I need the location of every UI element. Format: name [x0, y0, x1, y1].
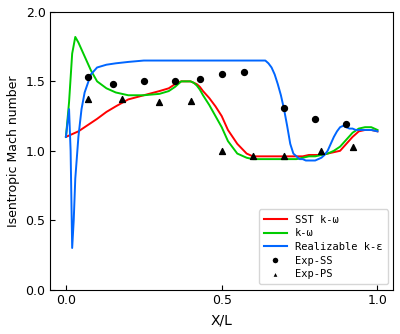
Point — [218, 148, 225, 153]
Legend: SST k-ω, k-ω, Realizable k-ε, Exp-SS, Exp-PS: SST k-ω, k-ω, Realizable k-ε, Exp-SS, Ex… — [259, 209, 388, 285]
Point — [312, 116, 318, 122]
X-axis label: X/L: X/L — [211, 313, 233, 327]
Point — [84, 97, 91, 102]
Point — [281, 154, 287, 159]
Point — [218, 72, 225, 77]
Point — [343, 122, 350, 127]
Point — [172, 79, 178, 84]
Point — [250, 154, 256, 159]
Point — [187, 98, 194, 104]
Point — [156, 100, 163, 105]
Point — [110, 81, 116, 87]
Point — [84, 74, 91, 80]
Point — [281, 105, 287, 111]
Point — [318, 148, 325, 153]
Y-axis label: Isentropic Mach number: Isentropic Mach number — [7, 75, 20, 226]
Point — [240, 69, 247, 74]
Point — [197, 76, 203, 81]
Point — [119, 97, 125, 102]
Point — [349, 144, 356, 149]
Point — [141, 79, 147, 84]
